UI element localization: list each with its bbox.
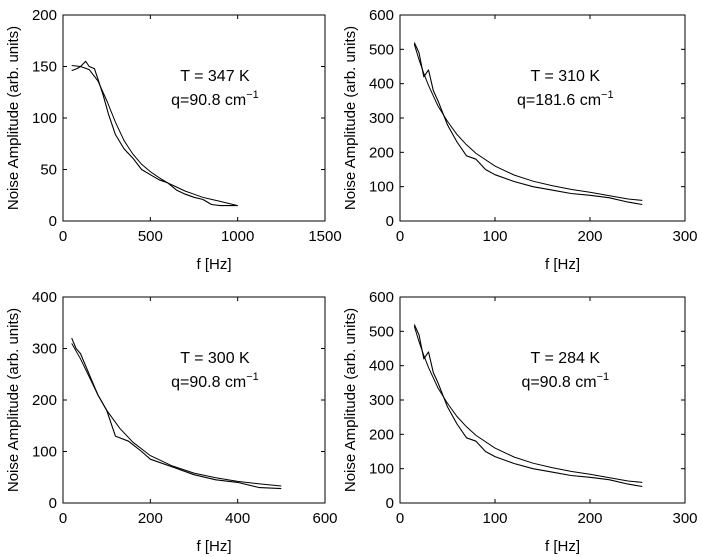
annotation-wavevector-exponent: −1 xyxy=(597,371,610,383)
y-tick-label: 0 xyxy=(49,213,57,230)
annotation-wavevector-value: q=90.8 cm xyxy=(521,374,596,391)
x-tick-label: 100 xyxy=(482,228,507,245)
annotation-temperature: T = 300 K xyxy=(180,350,250,367)
annotation-wavevector-value: q=90.8 cm xyxy=(171,92,246,109)
series-fit-line xyxy=(413,44,643,201)
plot-frame xyxy=(399,296,686,504)
chart-panel-1: 0 500 1000 1500 0 50 100 150 200 f [Hz] Noise Ampl… xyxy=(5,7,342,273)
x-tick-label: 1000 xyxy=(221,228,254,245)
annotation-wavevector: q=90.8 cm−1 xyxy=(171,89,259,109)
annotation-wavevector-exponent: −1 xyxy=(246,371,259,383)
x-tick-label: 200 xyxy=(138,510,163,527)
annotation-wavevector-value: q=181.6 cm xyxy=(517,92,601,109)
plot-frame xyxy=(399,14,686,222)
y-axis-label: Noise Amplitude (arb. units) xyxy=(5,308,22,492)
y-tick-label: 400 xyxy=(369,76,394,93)
annotation-temperature: T = 310 K xyxy=(531,68,601,85)
y-tick-label: 200 xyxy=(369,426,394,443)
y-tick-label: 300 xyxy=(369,110,394,127)
plot-frame xyxy=(62,296,326,504)
series-fit-line xyxy=(413,326,643,483)
x-axis-label: f [Hz] xyxy=(196,538,231,555)
x-tick-label: 400 xyxy=(225,510,250,527)
annotation-wavevector: q=90.8 cm−1 xyxy=(171,371,259,391)
y-tick-label: 300 xyxy=(32,341,57,358)
y-axis-label: Noise Amplitude (arb. units) xyxy=(5,26,22,210)
y-tick-label: 100 xyxy=(369,461,394,478)
x-tick-label: 200 xyxy=(577,228,602,245)
series-measured-line xyxy=(413,324,643,488)
y-tick-label: 600 xyxy=(369,7,394,24)
y-tick-label: 0 xyxy=(386,213,394,230)
x-tick-label: 100 xyxy=(482,510,507,527)
chart-panel-3: 0 200 400 600 0 100 200 300 400 f [Hz] Noise Ampli… xyxy=(5,289,338,555)
series-measured-line xyxy=(71,337,282,490)
series-measured-line xyxy=(71,60,238,207)
x-tick-label: 0 xyxy=(396,510,404,527)
x-axis-label: f [Hz] xyxy=(545,538,580,555)
series-fit-line xyxy=(71,343,282,487)
y-tick-label: 100 xyxy=(32,444,57,461)
y-tick-label: 600 xyxy=(369,289,394,306)
y-axis-label: Noise Amplitude (arb. units) xyxy=(342,26,359,210)
y-tick-label: 400 xyxy=(369,358,394,375)
series-fit-line xyxy=(71,65,238,207)
x-tick-label: 500 xyxy=(138,228,163,245)
y-tick-label: 400 xyxy=(32,289,57,306)
x-tick-label: 1500 xyxy=(308,228,341,245)
plot-frame xyxy=(62,14,326,222)
annotation-wavevector-exponent: −1 xyxy=(246,89,259,101)
annotation-wavevector-exponent: −1 xyxy=(601,89,614,101)
y-tick-label: 200 xyxy=(369,144,394,161)
annotation-temperature: T = 284 K xyxy=(531,350,601,367)
y-tick-label: 0 xyxy=(386,495,394,512)
y-tick-label: 500 xyxy=(369,41,394,58)
y-tick-label: 100 xyxy=(369,179,394,196)
chart-panel-4: 0 100 200 300 0 100 200 300 400 500 600 f [Hz] Noise… xyxy=(342,289,698,555)
x-tick-label: 300 xyxy=(672,510,697,527)
y-tick-label: 500 xyxy=(369,323,394,340)
y-tick-label: 200 xyxy=(32,7,57,24)
x-axis-label: f [Hz] xyxy=(196,256,231,273)
x-tick-label: 300 xyxy=(672,228,697,245)
x-tick-label: 0 xyxy=(396,228,404,245)
y-tick-label: 0 xyxy=(49,495,57,512)
annotation-temperature: T = 347 K xyxy=(180,68,250,85)
y-tick-label: 100 xyxy=(32,110,57,127)
y-tick-label: 150 xyxy=(32,59,57,76)
x-tick-label: 0 xyxy=(59,228,67,245)
annotation-wavevector: q=90.8 cm−1 xyxy=(521,371,609,391)
series-measured-line xyxy=(413,42,643,206)
annotation-wavevector: q=181.6 cm−1 xyxy=(517,89,614,109)
chart-panel-2: 0 100 200 300 0 100 200 300 400 500 600 f [Hz] Noise… xyxy=(342,7,698,273)
x-tick-label: 600 xyxy=(312,510,337,527)
x-tick-label: 0 xyxy=(59,510,67,527)
y-tick-label: 300 xyxy=(369,392,394,409)
annotation-wavevector-value: q=90.8 cm xyxy=(171,374,246,391)
y-tick-label: 200 xyxy=(32,392,57,409)
y-tick-label: 50 xyxy=(40,162,57,179)
y-axis-label: Noise Amplitude (arb. units) xyxy=(342,308,359,492)
x-tick-label: 200 xyxy=(577,510,602,527)
x-axis-label: f [Hz] xyxy=(545,256,580,273)
